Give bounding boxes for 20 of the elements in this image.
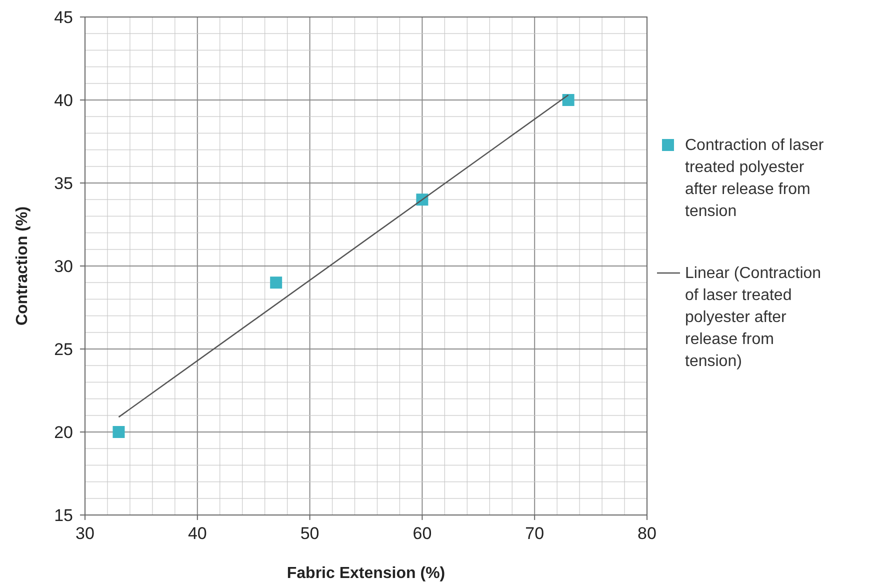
x-tick-label: 80 [638,524,656,543]
x-tick-label: 70 [525,524,544,543]
x-tick-label: 30 [76,524,94,543]
y-tick-label: 15 [54,506,73,525]
y-axis-title: Contraction (%) [14,206,31,326]
y-tick-label: 20 [54,423,73,442]
x-tick-label: 50 [300,524,320,543]
x-tick-label: 40 [188,524,207,543]
legend-label: Linear (Contraction of laser treated polyester after release from tension) [685,265,822,370]
y-tick-label: 30 [54,257,73,276]
x-axis-title: Fabric Extension (%) [286,565,446,582]
y-tick-label: 45 [54,8,73,27]
legend-label: Contraction of laser treated polyester after release from tension [685,137,824,220]
point [112,426,125,438]
y-tick-label: 35 [54,174,73,193]
x-tick-label: 60 [412,524,432,543]
y-tick-label: 40 [54,91,73,110]
point [562,94,574,106]
y-tick-label: 25 [54,340,73,359]
point [270,276,282,289]
